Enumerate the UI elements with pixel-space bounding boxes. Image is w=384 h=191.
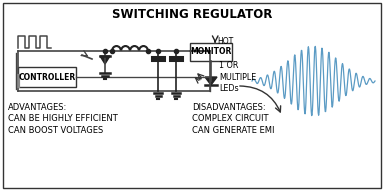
Text: MONITOR: MONITOR bbox=[190, 48, 232, 57]
Text: SWITCHING REGULATOR: SWITCHING REGULATOR bbox=[112, 8, 272, 21]
Polygon shape bbox=[205, 77, 217, 85]
Text: HOT: HOT bbox=[217, 36, 233, 45]
Text: CONTROLLER: CONTROLLER bbox=[18, 73, 76, 82]
Polygon shape bbox=[100, 56, 110, 64]
Bar bbox=[18, 67, 76, 87]
Text: ADVANTAGES:
CAN BE HIGHLY EFFICIENT
CAN BOOST VOLTAGES: ADVANTAGES: CAN BE HIGHLY EFFICIENT CAN … bbox=[8, 103, 118, 135]
Bar bbox=[190, 43, 232, 61]
Text: DISADVANTAGES:
COMPLEX CIRCUIT
CAN GENERATE EMI: DISADVANTAGES: COMPLEX CIRCUIT CAN GENER… bbox=[192, 103, 275, 135]
Text: 1 OR
MULTIPLE
LEDs: 1 OR MULTIPLE LEDs bbox=[219, 61, 256, 93]
